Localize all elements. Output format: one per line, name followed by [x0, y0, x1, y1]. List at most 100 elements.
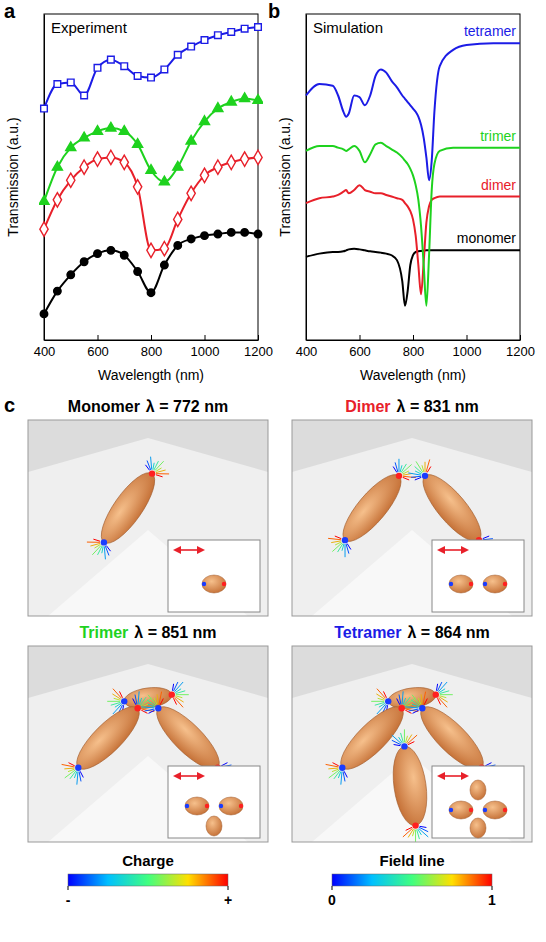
inset-frame [168, 540, 260, 612]
colorbar-title: Charge [122, 852, 174, 869]
x-axis-title: Wavelength (nm) [98, 367, 204, 383]
marker [214, 160, 222, 174]
series-label: monomer [457, 230, 516, 246]
field-line [174, 682, 183, 692]
x-tick-label: 1000 [191, 344, 220, 359]
marker [54, 81, 61, 88]
field-line [422, 465, 424, 472]
field-line [154, 698, 157, 705]
view-wavelength: λ = 772 nm [146, 398, 228, 415]
field-line [402, 464, 412, 473]
series-line [306, 249, 520, 306]
field-line [401, 733, 404, 743]
series-line [44, 99, 258, 202]
marker [160, 242, 168, 256]
field-line [413, 710, 419, 713]
marker [147, 289, 154, 296]
field-line [419, 828, 429, 837]
marker [67, 271, 74, 278]
field-line [424, 699, 427, 705]
field-line [174, 698, 183, 708]
field-line [332, 769, 339, 772]
render-area [28, 420, 268, 616]
x-tick: 600 [87, 335, 109, 359]
field-line [417, 829, 420, 839]
plot-frame [44, 14, 258, 340]
field-line [418, 698, 421, 705]
field-line [403, 471, 409, 474]
y-axis-line [306, 15, 307, 341]
field-line [411, 476, 421, 477]
x-axis-line [45, 340, 259, 341]
field-line [151, 457, 152, 470]
charge [412, 822, 418, 828]
plot-area [39, 24, 263, 318]
field-line [328, 768, 338, 770]
field-line [87, 542, 100, 543]
field-line [421, 694, 423, 704]
marker [106, 122, 116, 131]
marker [53, 193, 61, 207]
marker [241, 229, 248, 236]
field-line [113, 689, 122, 699]
marker [174, 51, 181, 58]
x-tick-mark [98, 335, 99, 340]
field-line [153, 463, 154, 470]
marker [241, 25, 248, 32]
charge [401, 743, 407, 749]
marker [79, 132, 89, 141]
x-tick-label: 400 [34, 344, 56, 359]
charge [121, 698, 127, 704]
marker [188, 43, 195, 50]
colorbar-tick-label: 0 [328, 892, 336, 908]
colorbar-tick-label: + [224, 892, 232, 908]
x-tick: 800 [403, 335, 425, 359]
x-axis-line [307, 340, 521, 341]
colorbar-tick-label: 1 [488, 892, 496, 908]
charge [185, 804, 189, 808]
field-line [160, 699, 163, 705]
marker [200, 168, 208, 182]
view-frame [292, 420, 532, 616]
field-line [395, 462, 398, 472]
marker [119, 126, 129, 135]
charge [342, 537, 348, 543]
field-line [406, 827, 412, 830]
field-line [408, 742, 414, 745]
nanorod-top [449, 575, 473, 593]
field-line [407, 735, 417, 744]
charge [449, 582, 453, 586]
marker [41, 105, 48, 112]
marker [187, 235, 194, 242]
render-area [292, 420, 532, 616]
field-line [331, 541, 341, 543]
field-line [335, 536, 341, 539]
charge [503, 808, 507, 812]
x-tick-mark [151, 335, 152, 340]
nanorod [334, 467, 409, 549]
series-line [44, 157, 258, 250]
series-line [44, 27, 258, 109]
marker [255, 24, 262, 31]
marker [107, 150, 115, 164]
x-tick-label: 800 [141, 344, 163, 359]
x-tick-mark [467, 335, 468, 340]
field-line [425, 462, 426, 472]
field-line [64, 768, 74, 770]
charge [219, 804, 223, 808]
colorbar [332, 874, 492, 886]
x-tick: 1200 [244, 335, 273, 359]
marker [108, 56, 115, 63]
field-line [346, 544, 349, 554]
colorbar-tick [332, 886, 333, 890]
field-line [403, 477, 409, 480]
field-line [157, 694, 159, 704]
field-line [485, 763, 491, 766]
render-view [28, 646, 268, 842]
marker [186, 135, 196, 144]
view-wavelength: λ = 864 nm [408, 624, 490, 641]
pyramid [292, 420, 532, 472]
field-line [420, 826, 427, 827]
nanorod-top [470, 818, 486, 838]
marker [40, 310, 47, 317]
